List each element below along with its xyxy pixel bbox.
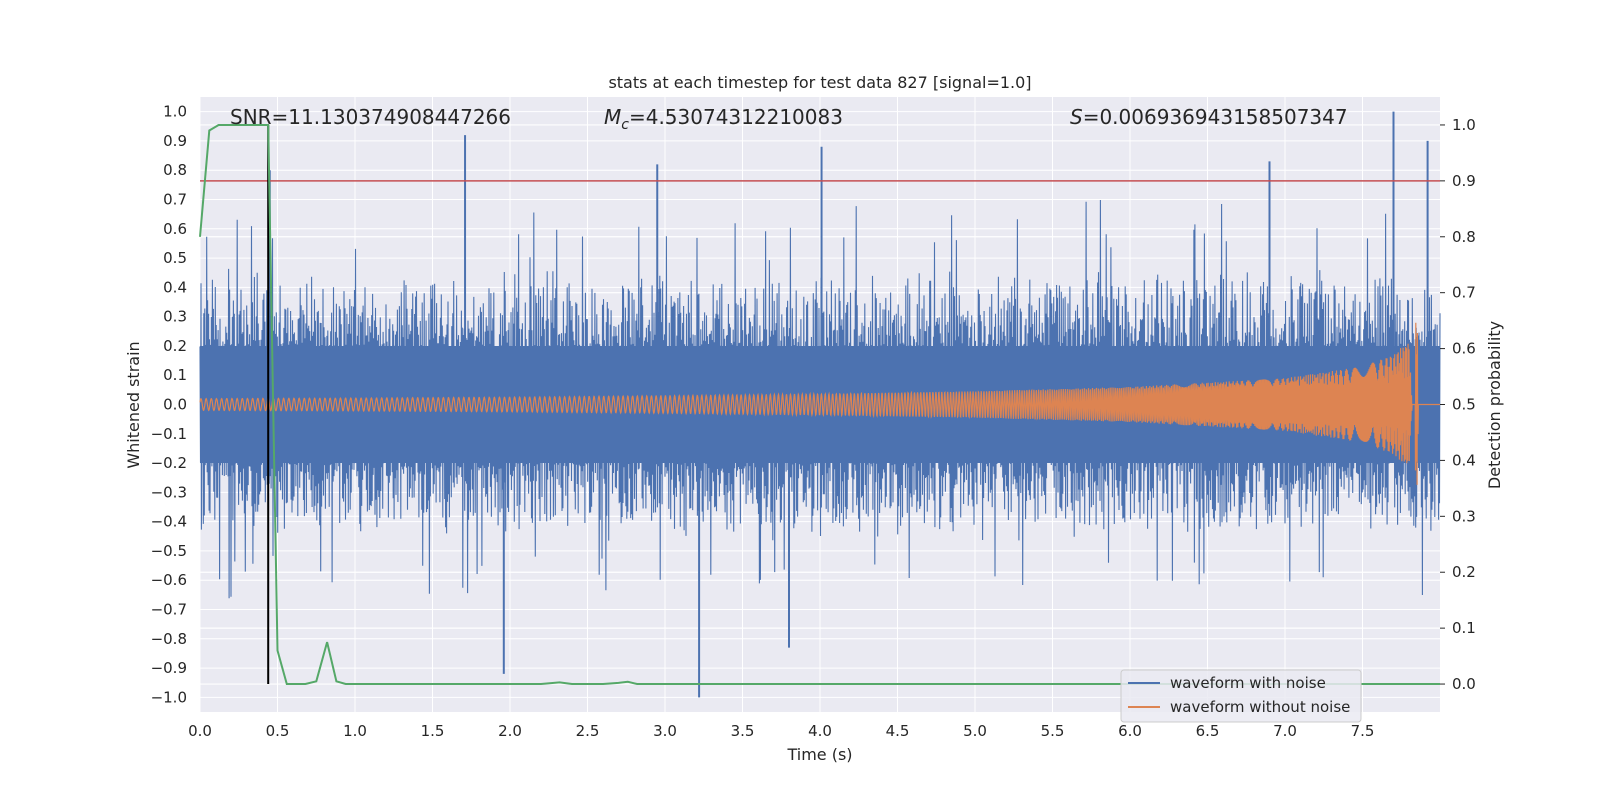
y-right-tick-label: 0.9 xyxy=(1452,172,1476,190)
y-left-tick-label: −1.0 xyxy=(151,688,187,706)
s-annotation: S=0.006936943158507347 xyxy=(1070,105,1348,129)
y-left-tick-label: −0.8 xyxy=(151,630,187,648)
x-tick-label: 3.0 xyxy=(653,722,677,740)
x-tick-label: 4.0 xyxy=(808,722,832,740)
legend-box xyxy=(1120,669,1362,723)
x-axis-label: Time (s) xyxy=(786,745,852,764)
y-left-tick-label: −0.9 xyxy=(151,659,187,677)
y-left-tick-label: 0.5 xyxy=(163,249,187,267)
x-tick-label: 5.0 xyxy=(963,722,987,740)
y-left-tick-label: 0.6 xyxy=(163,220,187,238)
y-left-tick-label: −0.4 xyxy=(151,513,187,531)
y-right-tick-label: 1.0 xyxy=(1452,116,1476,134)
mc-symbol: M xyxy=(604,105,621,129)
s-symbol: S xyxy=(1070,105,1083,129)
y-left-tick-label: 0.3 xyxy=(163,308,187,326)
x-tick-label: 1.5 xyxy=(421,722,445,740)
x-tick-label: 2.5 xyxy=(576,722,600,740)
y-left-tick-label: 0.7 xyxy=(163,191,187,209)
x-tick-label: 6.0 xyxy=(1118,722,1142,740)
y-right-tick-label: 0.5 xyxy=(1452,396,1476,414)
legend-label-noise: waveform with noise xyxy=(1170,674,1326,692)
x-tick-label: 0.5 xyxy=(266,722,290,740)
y-left-tick-label: 0.4 xyxy=(163,278,187,296)
y-left-tick-label: −0.3 xyxy=(151,483,187,501)
y-right-tick-label: 0.1 xyxy=(1452,619,1476,637)
legend: waveform with noise waveform without noi… xyxy=(1120,669,1362,723)
series-detection-probability xyxy=(199,124,1440,685)
y-right-tick-label: 0.8 xyxy=(1452,228,1476,246)
y-right-tick-label: 0.6 xyxy=(1452,340,1476,358)
y-left-tick-label: −0.2 xyxy=(151,454,187,472)
chart-title: stats at each timestep for test data 827… xyxy=(608,73,1031,92)
y-right-axis-label: Detection probability xyxy=(1485,321,1504,489)
y-right-tick-label: 0.2 xyxy=(1452,563,1476,581)
x-tick-label: 5.5 xyxy=(1041,722,1065,740)
y-left-tick-label: −0.5 xyxy=(151,542,187,560)
s-value: =0.006936943158507347 xyxy=(1083,105,1348,129)
mc-subscript: c xyxy=(621,117,629,133)
legend-label-clean: waveform without noise xyxy=(1170,698,1350,716)
y-left-tick-label: 1.0 xyxy=(163,103,187,121)
y-right-tick-label: 0.4 xyxy=(1452,451,1476,469)
snr-annotation: SNR=11.130374908447266 xyxy=(230,105,511,129)
x-tick-label: 7.0 xyxy=(1273,722,1297,740)
y-left-tick-label: 0.8 xyxy=(163,161,187,179)
y-left-tick-label: −0.6 xyxy=(151,571,187,589)
x-tick-label: 6.5 xyxy=(1196,722,1220,740)
y-left-tick-label: −0.7 xyxy=(151,601,187,619)
y-left-tick-label: −0.1 xyxy=(151,425,187,443)
x-tick-label: 4.5 xyxy=(886,722,910,740)
y-right-tick-labels: 1.0 0.9 0.8 0.7 0.6 0.5 0.4 0.3 0.2 0.1 0.0 xyxy=(1440,116,1476,693)
mc-value: =4.53074312210083 xyxy=(629,105,843,129)
y-left-tick-label: 0.9 xyxy=(163,132,187,150)
y-right-tick-label: 0.3 xyxy=(1452,507,1476,525)
y-left-axis-label: Whitened strain xyxy=(124,341,143,468)
x-tick-labels: 0.0 0.5 1.0 1.5 2.0 2.5 3.0 3.5 4.0 4.5 5.0 5.5 6.0 6… xyxy=(188,722,1374,740)
y-left-tick-labels: 1.0 0.9 0.8 0.7 0.6 0.5 0.4 0.3 0.2 0.1 0.0 −0.1 −0.… xyxy=(151,103,187,707)
y-left-tick-label: 0.1 xyxy=(163,366,187,384)
y-left-tick-label: 0.0 xyxy=(163,396,187,414)
detection-probability-line xyxy=(199,124,1440,685)
x-tick-label: 1.0 xyxy=(343,722,367,740)
x-tick-label: 2.0 xyxy=(498,722,522,740)
x-tick-label: 7.5 xyxy=(1351,722,1375,740)
x-tick-label: 0.0 xyxy=(188,722,212,740)
y-left-tick-label: 0.2 xyxy=(163,337,187,355)
mc-annotation: Mc=4.53074312210083 xyxy=(604,105,843,133)
y-right-tick-label: 0.7 xyxy=(1452,284,1476,302)
y-right-tick-label: 0.0 xyxy=(1452,675,1476,693)
waveform-without-noise-line xyxy=(199,322,1440,485)
x-tick-label: 3.5 xyxy=(731,722,755,740)
series-waveform-without-noise xyxy=(199,322,1440,485)
